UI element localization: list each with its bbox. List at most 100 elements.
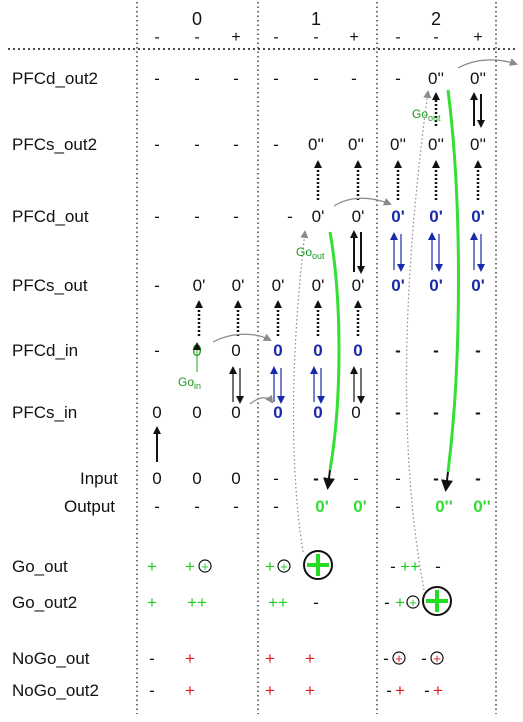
gate-label-nogo-out: NoGo_out (12, 649, 90, 668)
cell-value: - (395, 69, 401, 88)
cell-value: 0 (231, 469, 240, 488)
cell-value: 0'' (428, 135, 444, 154)
go-out-label: Goout (296, 245, 325, 261)
gate-circled-plus (198, 559, 212, 573)
cell-value: 0 (152, 403, 161, 422)
cell-value: 0 (351, 403, 360, 422)
cell-value: - (194, 69, 200, 88)
gate-value-red: + (433, 681, 443, 700)
sub-header: + (473, 29, 482, 46)
cell-value-blue: 0' (391, 207, 405, 226)
group-header-0: 0 (192, 9, 202, 29)
gate-value-green: + (265, 557, 275, 576)
cell-value-blue: 0 (273, 403, 282, 422)
gate-value: - (384, 593, 390, 612)
sub-header: - (433, 29, 438, 46)
cell-value: - (154, 276, 160, 295)
cell-value: - (194, 207, 200, 226)
cell-value: - (154, 207, 160, 226)
cell-value: 0' (312, 276, 325, 295)
cell-value: 0 (152, 469, 161, 488)
cell-value: 0'' (308, 135, 324, 154)
gate-value: - (390, 557, 396, 576)
gate-big-circled-plus (422, 586, 452, 616)
gate-value-green: + (395, 593, 405, 612)
cell-value: 0'' (470, 135, 486, 154)
cell-value: - (475, 341, 481, 360)
cell-value-blue: 0 (313, 403, 322, 422)
cell-value: - (273, 69, 279, 88)
cell-value: - (433, 469, 439, 488)
arrow-output-head (323, 469, 335, 490)
arrow-transfer-curve (457, 58, 518, 69)
gate-value: - (149, 649, 155, 668)
gate-big-circled-plus (303, 550, 333, 580)
gate-value-red: + (265, 681, 275, 700)
row-label-input: Input (80, 469, 118, 488)
cell-value: - (395, 497, 401, 516)
gate-value-red: + (395, 651, 403, 666)
cell-value-blue: 0' (471, 276, 485, 295)
cell-value: - (273, 469, 279, 488)
group-header-2: 2 (431, 9, 441, 29)
cell-value: - (154, 341, 160, 360)
gate-label-nogo-out2: NoGo_out2 (12, 681, 99, 700)
cell-value-blue: 0' (391, 276, 405, 295)
cell-values: - - - - - - - 0'' 0'' - - - - 0'' 0'' 0'… (152, 69, 486, 516)
sub-header: + (349, 29, 358, 46)
cell-value: - (475, 469, 481, 488)
cell-value-blue: 0' (429, 276, 443, 295)
gate-circled-plus (406, 595, 420, 609)
cell-value: - (395, 469, 401, 488)
row-labels: PFCd_out2 PFCs_out2 PFCd_out PFCs_out PF… (12, 69, 118, 700)
gate-circled-plus (392, 651, 406, 665)
gate-value: - (149, 681, 155, 700)
cell-value: 0'' (428, 69, 444, 88)
gate-circled-plus (430, 651, 444, 665)
cell-value: - (194, 135, 200, 154)
gate-value-red: + (433, 651, 441, 666)
cell-value: - (154, 69, 160, 88)
cell-value: - (287, 207, 293, 226)
cell-value: - (353, 469, 359, 488)
sub-header: - (395, 29, 400, 46)
cell-value: 0 (192, 469, 201, 488)
row-label-pfcd-out: PFCd_out (12, 207, 89, 226)
gate-circled-plus (277, 559, 291, 573)
cell-value: - (351, 69, 357, 88)
cell-value: - (395, 341, 401, 360)
gate-values: + + + + + - ++ - + ++ ++ - - + + - + + +… (147, 550, 452, 700)
output-value-green: 0' (315, 497, 329, 516)
cell-value: - (273, 135, 279, 154)
arrow-transfer-curve (212, 333, 272, 343)
cell-value-blue: 0' (429, 207, 443, 226)
cell-value: - (154, 497, 160, 516)
arrows (153, 58, 518, 591)
output-value-green: 0'' (435, 497, 453, 516)
arrow-output-green (328, 231, 341, 471)
sub-header: - (313, 29, 318, 46)
arrow-transfer-curve (249, 394, 274, 405)
cell-value: - (233, 497, 239, 516)
cell-value-blue: 0 (313, 341, 322, 360)
cell-value: - (313, 69, 319, 88)
gate-value-red: + (395, 681, 405, 700)
cell-value: - (433, 403, 439, 422)
group-header-1: 1 (311, 9, 321, 29)
sub-header: - (194, 29, 199, 46)
cell-value: 0' (272, 276, 285, 295)
output-value-green: 0'' (473, 497, 491, 516)
gate-label-go-out: Go_out (12, 557, 68, 576)
row-label-pfcs-out: PFCs_out (12, 276, 88, 295)
cell-value: 0 (231, 341, 240, 360)
sub-header: + (231, 29, 240, 46)
arrow-go-signal (292, 230, 309, 553)
cell-value: - (273, 497, 279, 516)
gate-value-green: + (280, 559, 288, 574)
arrow-output-head (441, 471, 453, 492)
gate-value-green: + (147, 557, 157, 576)
gate-value-green: ++ (400, 557, 420, 576)
gate-value-red: + (305, 649, 315, 668)
sub-header: - (154, 29, 159, 46)
